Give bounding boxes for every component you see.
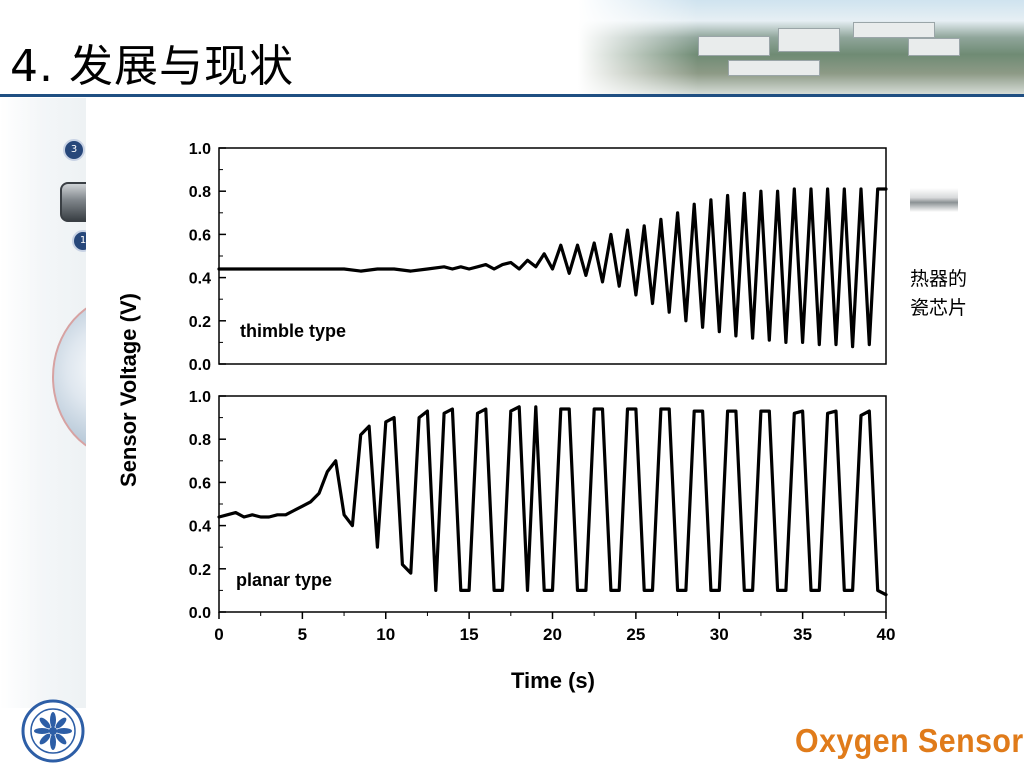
right-label-line1: 热器的 <box>910 268 968 290</box>
planar-ytick-label-5: 1.0 <box>189 389 211 406</box>
thimble-panel: 0.0 0.2 0.4 0.6 0.8 1.0 thimble type <box>189 141 888 374</box>
planar-ytick-label-3: 0.6 <box>189 475 211 492</box>
thimble-ytick-label-4: 0.8 <box>189 184 211 201</box>
thimble-ytick-label-3: 0.6 <box>189 227 211 244</box>
planar-annotation: planar type <box>236 570 332 590</box>
academy-logo-icon <box>21 699 85 763</box>
heater-probe-image <box>910 188 958 212</box>
x-axis-label: Time (s) <box>511 668 595 693</box>
brand-label: Oxygen Sensor <box>795 722 1024 759</box>
planar-voltage-trace <box>217 405 888 597</box>
xtick-label-2: 10 <box>376 625 395 644</box>
title-rule <box>0 94 1024 97</box>
y-axis-label: Sensor Voltage (V) <box>116 293 141 487</box>
photo-building-3 <box>853 22 935 38</box>
thimble-ytick-label-5: 1.0 <box>189 141 211 158</box>
planar-ytick-label-0: 0.0 <box>189 605 211 622</box>
thimble-ytick-label-1: 0.2 <box>189 314 211 331</box>
planar-ytick-label-2: 0.4 <box>189 519 211 536</box>
slide-title: 4. 发展与现状 <box>10 41 294 92</box>
planar-ytick-label-1: 0.2 <box>189 562 211 579</box>
chart-area: 0.0 0.2 0.4 0.6 0.8 1.0 thimble type 0.0 0.2 0.4… <box>86 108 910 708</box>
right-label-line2: 瓷芯片 <box>910 297 968 319</box>
xtick-label-0: 0 <box>214 625 223 644</box>
campus-photo <box>578 0 1024 94</box>
planar-panel: 0.0 0.2 0.4 0.6 0.8 1.0 planar type <box>189 389 888 622</box>
xtick-label-3: 15 <box>460 625 479 644</box>
xtick-label-1: 5 <box>298 625 307 644</box>
photo-building-2 <box>778 28 840 52</box>
photo-building-1 <box>698 36 770 56</box>
thimble-voltage-trace <box>217 187 888 349</box>
thimble-ytick-label-2: 0.4 <box>189 271 211 288</box>
photo-building-4 <box>908 38 960 56</box>
xtick-label-4: 20 <box>543 625 562 644</box>
photo-building-5 <box>728 60 820 76</box>
x-axis: 0 5 10 15 20 25 30 35 40 <box>214 612 895 644</box>
xtick-label-5: 25 <box>626 625 645 644</box>
slide-header: 4. 发展与现状 <box>0 0 1024 98</box>
xtick-label-8: 40 <box>877 625 896 644</box>
badge-3-icon: 3 <box>63 139 85 161</box>
thimble-annotation: thimble type <box>240 321 346 341</box>
xtick-label-7: 35 <box>793 625 812 644</box>
thimble-ytick-label-0: 0.0 <box>189 357 211 374</box>
photo-fade <box>578 0 698 94</box>
xtick-label-6: 30 <box>710 625 729 644</box>
voltage-time-chart: 0.0 0.2 0.4 0.6 0.8 1.0 thimble type 0.0 0.2 0.4… <box>116 141 895 693</box>
planar-ytick-label-4: 0.8 <box>189 432 211 449</box>
